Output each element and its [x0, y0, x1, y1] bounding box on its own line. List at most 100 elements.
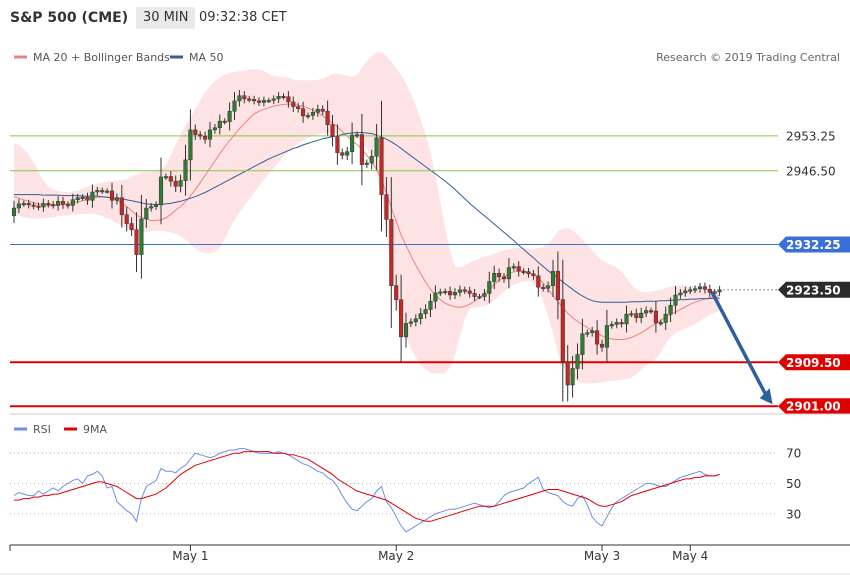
candle-body	[109, 190, 115, 201]
candle-body	[144, 207, 149, 220]
candle-body	[609, 324, 614, 327]
level-label-4: 2923.50	[786, 283, 841, 297]
candle-body	[394, 285, 399, 300]
candle-body	[114, 197, 119, 201]
rsi-legend-label-2: 9MA	[83, 423, 107, 436]
candle-body	[65, 204, 70, 207]
candle-body	[399, 299, 404, 338]
candle-body	[281, 96, 286, 99]
candle-body	[252, 99, 257, 102]
candle-body	[448, 291, 453, 296]
candle-body	[247, 98, 252, 101]
candle-body	[541, 286, 546, 289]
candle-body	[570, 368, 575, 386]
bollinger-band-area	[14, 52, 720, 384]
candle-body	[276, 96, 281, 100]
candle-body	[511, 266, 516, 269]
candle-body	[604, 325, 609, 348]
candle-body	[256, 100, 262, 103]
candle-body	[188, 129, 193, 161]
candle-body	[46, 203, 51, 206]
candle-body	[330, 124, 335, 137]
ma20-line	[13, 103, 720, 340]
candle-body	[31, 204, 36, 207]
candle-body	[41, 203, 46, 208]
candle-body	[433, 292, 438, 302]
candle-body	[418, 313, 423, 320]
candle-body	[443, 291, 448, 294]
candle-body	[619, 322, 624, 325]
forecast-arrow-head	[759, 388, 773, 405]
candle-body	[350, 134, 355, 152]
candle-body	[105, 190, 110, 193]
chart-header: S&P 500 (CME) 30 MIN 09:32:38 CET	[0, 0, 850, 36]
candle-body	[487, 281, 492, 294]
candle-body	[389, 219, 394, 286]
legend-label-1: MA 20 + Bollinger Bands	[33, 51, 170, 64]
candle-body	[707, 289, 712, 293]
candle-body	[203, 135, 208, 140]
candle-body	[634, 313, 639, 318]
candle-body	[590, 330, 595, 334]
candle-body	[227, 111, 232, 122]
price-panel: MA 20 + Bollinger Bands MA 50 Research © 2…	[10, 51, 850, 415]
candle-body	[70, 199, 75, 206]
level-label-6: 2901.00	[786, 400, 841, 414]
credit-text: Research © 2019 Trading Central	[656, 51, 840, 64]
candle-body	[315, 108, 320, 113]
candle-body	[688, 289, 693, 292]
candle-body	[80, 196, 85, 199]
candle-body	[575, 354, 580, 369]
level-tag-3	[778, 236, 850, 253]
level-label-1: 2953.25	[786, 129, 836, 143]
level-tag-6	[778, 398, 850, 415]
candle-body	[501, 276, 507, 280]
rsi-tick-label-1: 30	[786, 507, 801, 521]
candle-body	[301, 108, 306, 117]
candle-body	[658, 322, 663, 325]
forecast-arrow-shaft	[710, 290, 769, 398]
candle-body	[16, 203, 21, 209]
candle-body	[428, 300, 433, 310]
candle-body	[95, 190, 100, 193]
candle-body	[516, 266, 521, 272]
candle-body	[232, 100, 237, 112]
candle-body	[305, 115, 311, 118]
candle-body	[683, 290, 688, 294]
rsi-tick-label-3: 70	[786, 447, 801, 461]
candle-body	[717, 289, 722, 293]
candle-body	[286, 96, 291, 103]
candle-body	[173, 180, 178, 187]
candle-body	[359, 134, 364, 165]
candle-body	[555, 270, 560, 300]
candle-body	[497, 272, 502, 278]
level-label-3: 2932.25	[786, 238, 841, 252]
candle-body	[154, 204, 159, 207]
candle-body	[403, 323, 409, 338]
candle-body	[379, 137, 384, 195]
candle-body	[198, 134, 203, 137]
candle-body	[217, 120, 222, 129]
interval-badge[interactable]: 30 MIN	[136, 7, 196, 29]
candle-body	[629, 313, 634, 316]
rsi-legend-label-1: RSI	[33, 423, 51, 436]
candle-body	[546, 285, 551, 289]
candle-body	[100, 190, 105, 193]
candle-body	[702, 286, 707, 290]
candle-body	[237, 95, 242, 102]
candle-body	[129, 223, 134, 231]
x-axis-label-2: May 2	[378, 549, 414, 563]
candle-body	[457, 289, 462, 293]
candle-body	[467, 290, 472, 294]
candle-body	[51, 204, 56, 207]
candle-body	[124, 214, 129, 224]
rsi-tick-label-2: 50	[786, 477, 801, 491]
candle-body	[36, 205, 41, 208]
candle-body	[168, 176, 173, 182]
candle-body	[291, 101, 296, 107]
candle-body	[149, 206, 154, 209]
candle-body	[477, 296, 482, 299]
candle-body	[56, 201, 61, 206]
candle-body	[614, 322, 619, 325]
